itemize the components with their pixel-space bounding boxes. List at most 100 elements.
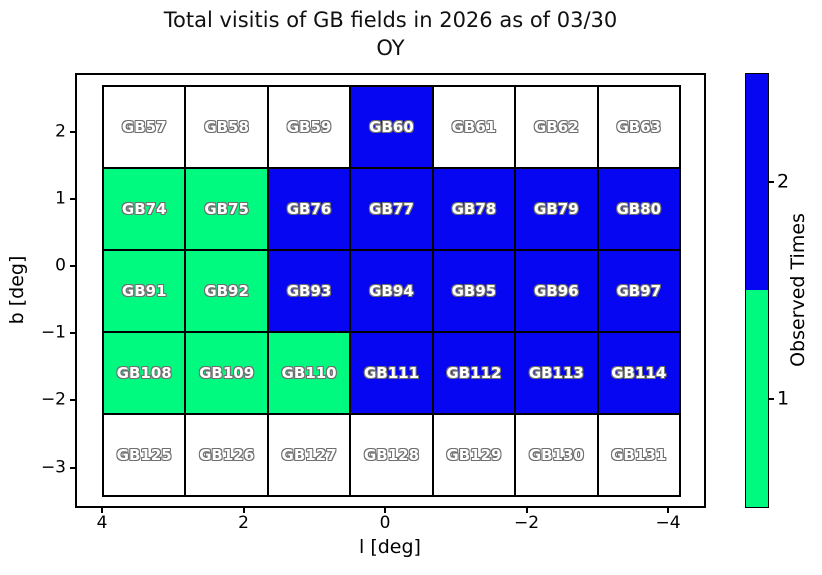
field-label: GB77 [369,200,414,218]
y-tick-label: 1 [55,188,66,209]
field-cell-gb94: GB94 [350,250,433,332]
field-cell-gb78: GB78 [432,168,516,250]
y-tick-mark [70,197,75,200]
field-label: GB112 [446,364,502,382]
y-tick-label: 0 [55,255,66,276]
field-label: GB110 [281,364,337,382]
field-cell-gb114: GB114 [597,332,680,414]
field-cell-gb61: GB61 [432,86,516,168]
field-cell-gb95: GB95 [432,250,516,332]
colorbar-label: Observed Times [787,213,809,367]
field-label: GB92 [204,282,249,300]
field-label: GB97 [616,282,662,300]
field-cell-gb130: GB130 [515,414,598,496]
field-cell-gb74: GB74 [103,168,186,250]
colorbar-tick-label: 2 [777,170,790,193]
field-label: GB78 [451,200,497,218]
x-tick-mark [667,508,669,513]
field-grid: GB57 GB58 GB59 GB60 GB61 GB62 GB63 GB74 GB75 GB76… [102,85,681,497]
field-cell-gb109: GB109 [185,332,268,414]
field-label: GB60 [369,118,414,136]
field-label: GB126 [199,446,255,464]
field-cell-gb125: GB125 [103,414,186,496]
y-tick-label: −3 [40,457,66,478]
y-tick-mark [70,332,75,335]
field-cell-gb96: GB96 [515,250,598,332]
x-tick-label: 2 [238,513,249,533]
field-label: GB129 [446,446,502,464]
field-cell-gb111: GB111 [350,332,433,414]
field-cell-gb60: GB60 [350,86,433,168]
field-cell-gb110: GB110 [267,332,351,414]
y-tick-label: −2 [40,389,66,410]
y-tick-mark [70,265,75,267]
field-label: GB75 [204,200,249,218]
x-axis-label: l [deg] [359,536,421,558]
field-label: GB57 [121,118,167,136]
field-label: GB111 [363,364,420,382]
field-label: GB59 [286,118,332,136]
field-label: GB74 [121,200,167,218]
field-label: GB113 [528,364,584,382]
colorbar-tick-label: 1 [777,387,790,410]
x-tick-label: −4 [655,513,681,533]
field-label: GB91 [121,282,167,300]
field-label: GB76 [286,200,332,218]
field-cell-gb97: GB97 [597,250,680,332]
chart-title-line2: OY [376,35,405,60]
field-label: GB80 [616,200,662,218]
field-label: GB95 [451,282,497,300]
field-cell-gb127: GB127 [267,414,351,496]
field-label: GB130 [528,446,584,464]
field-label: GB94 [369,282,414,300]
y-axis-label: b [deg] [6,255,28,325]
y-tick-label: 2 [55,121,66,142]
field-label: GB96 [534,282,579,300]
field-cell-gb93: GB93 [267,250,351,332]
y-tick-mark [70,399,75,402]
field-cell-gb108: GB108 [103,332,186,414]
field-label: GB125 [116,446,172,464]
field-cell-gb131: GB131 [597,414,680,496]
field-label: GB128 [363,446,420,464]
field-cell-gb63: GB63 [597,86,680,168]
field-label: GB63 [616,118,662,136]
field-cell-gb79: GB79 [515,168,598,250]
field-label: GB114 [611,364,667,382]
field-cell-gb75: GB75 [185,168,268,250]
x-tick-label: 4 [96,513,108,533]
field-label: GB61 [451,118,497,136]
field-label: GB108 [116,364,172,382]
x-tick-mark [384,508,386,513]
field-label: GB127 [281,446,337,464]
field-label: GB93 [286,282,332,300]
colorbar-segment-1 [746,290,768,507]
x-tick-mark [101,508,103,513]
field-cell-gb76: GB76 [267,168,351,250]
field-cell-gb92: GB92 [185,250,268,332]
colorbar-tick-mark [769,398,774,400]
y-tick-label: −1 [40,322,66,343]
field-cell-gb113: GB113 [515,332,598,414]
field-label: GB62 [534,118,579,136]
colorbar-segment-2 [746,74,768,290]
x-tick-label: −2 [513,513,540,533]
field-cell-gb59: GB59 [267,86,351,168]
x-tick-mark [525,508,528,513]
chart-title-line1: Total visitis of GB fields in 2026 as of… [163,8,618,32]
field-label: GB131 [611,446,667,464]
field-cell-gb77: GB77 [350,168,433,250]
field-cell-gb129: GB129 [432,414,516,496]
x-tick-label: 0 [379,513,391,533]
field-cell-gb91: GB91 [103,250,186,332]
field-cell-gb58: GB58 [185,86,268,168]
y-tick-mark [70,466,75,469]
y-tick-mark [70,130,75,133]
x-tick-mark [242,508,245,513]
chart-title: Total visitis of GB fields in 2026 as of… [75,7,706,62]
field-label: GB79 [534,200,579,218]
field-cell-gb112: GB112 [432,332,516,414]
colorbar [745,73,769,508]
field-cell-gb62: GB62 [515,86,598,168]
